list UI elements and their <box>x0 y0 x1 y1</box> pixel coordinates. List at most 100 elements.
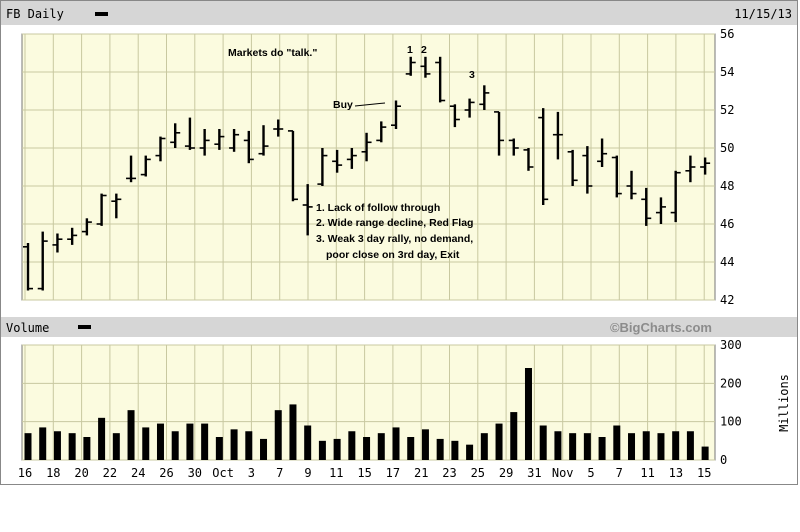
x-tick-label: 11 <box>329 466 343 480</box>
ohlc-bar <box>317 148 328 186</box>
note-line-2: 2. Wide range decline, Red Flag <box>316 217 473 229</box>
ohlc-bar <box>258 125 269 156</box>
volume-bar <box>53 431 61 460</box>
x-tick-label: 5 <box>587 466 594 480</box>
volume-bar <box>392 427 400 460</box>
price-bars <box>23 56 711 291</box>
volume-bar <box>451 440 459 460</box>
volume-y-tick: 100 <box>720 415 742 429</box>
volume-bar <box>304 425 312 460</box>
x-tick-label: 20 <box>74 466 88 480</box>
ohlc-bar <box>391 100 401 129</box>
ohlc-bar <box>405 56 416 76</box>
volume-bar <box>260 438 268 460</box>
volume-bar <box>274 410 282 460</box>
symbol-label: FB Daily <box>6 7 64 21</box>
ohlc-bar <box>184 117 195 150</box>
x-tick-label: 22 <box>103 466 117 480</box>
ohlc-bar <box>626 170 637 200</box>
ohlc-bar <box>479 85 490 110</box>
note-line-1: 1. Lack of follow through <box>316 202 440 214</box>
ohlc-bar <box>670 170 681 223</box>
volume-bar <box>201 423 209 460</box>
x-tick-label: 18 <box>46 466 60 480</box>
x-tick-label: 9 <box>304 466 311 480</box>
volume-bar <box>436 438 444 460</box>
volume-bar <box>642 431 650 460</box>
volume-bar <box>569 433 577 460</box>
volume-bar <box>230 429 238 460</box>
bigcharts-watermark: ©BigCharts.com <box>610 320 712 335</box>
ohlc-bar <box>81 218 92 236</box>
price-y-tick: 42 <box>720 293 734 307</box>
volume-label: Volume <box>6 321 49 335</box>
annotation-buy: Buy <box>333 99 353 111</box>
ohlc-bar <box>170 123 181 148</box>
price-y-tick: 50 <box>720 141 734 155</box>
ohlc-bar <box>597 138 608 167</box>
volume-bar <box>171 431 179 460</box>
annotation-marker-1: 1 <box>407 44 413 56</box>
x-tick-label: Nov <box>552 466 574 480</box>
ohlc-bar <box>287 130 298 202</box>
ohlc-bar <box>494 111 505 156</box>
ohlc-bar <box>611 155 622 198</box>
volume-bar <box>363 437 371 460</box>
ohlc-bar <box>523 148 534 171</box>
ohlc-bar <box>273 119 284 137</box>
volume-bar <box>24 433 32 460</box>
volume-bar <box>480 433 488 460</box>
price-y-tick: 54 <box>720 65 734 79</box>
note-line-4: poor close on 3rd day, Exit <box>326 249 460 261</box>
ohlc-bar <box>243 130 254 164</box>
volume-bar <box>127 410 135 460</box>
ohlc-bar <box>229 129 240 152</box>
volume-bar <box>628 433 636 460</box>
ohlc-bar <box>655 197 666 224</box>
volume-bar <box>186 423 194 460</box>
volume-bar <box>539 425 547 460</box>
x-tick-label: 3 <box>248 466 255 480</box>
volume-bar <box>421 429 429 460</box>
volume-bar <box>583 433 591 460</box>
ohlc-bar <box>67 227 78 245</box>
buy-arrow-line <box>354 102 386 107</box>
ohlc-bar <box>567 149 578 186</box>
ohlc-bar <box>449 104 460 128</box>
ohlc-bar <box>199 129 210 156</box>
volume-grid <box>22 344 715 461</box>
annotation-title: Markets do "talk." <box>228 47 317 59</box>
volume-bars <box>24 368 709 460</box>
x-tick-label: 25 <box>471 466 485 480</box>
volume-bar <box>613 425 621 460</box>
price-panel <box>21 33 716 301</box>
ohlc-bar <box>140 155 151 177</box>
volume-bar <box>510 412 518 460</box>
ohlc-bar <box>420 56 431 78</box>
x-tick-label: 11 <box>640 466 654 480</box>
ohlc-bar <box>96 193 107 226</box>
x-tick-label: 21 <box>414 466 428 480</box>
x-tick-label: 13 <box>669 466 683 480</box>
volume-bar <box>333 438 341 460</box>
x-tick-label: 24 <box>131 466 145 480</box>
x-tick-label: 15 <box>357 466 371 480</box>
volume-bar <box>112 433 120 460</box>
volume-bar <box>598 437 606 460</box>
volume-bar <box>524 368 532 460</box>
annotation-marker-2: 2 <box>421 44 427 56</box>
ohlc-bar <box>332 149 343 173</box>
x-tick-label: 15 <box>697 466 711 480</box>
x-tick-label: 23 <box>442 466 456 480</box>
ohlc-bar <box>582 146 593 194</box>
ohlc-bar <box>435 56 446 103</box>
header-date: 11/15/13 <box>734 7 792 21</box>
ohlc-bar <box>37 231 48 291</box>
price-header-bar <box>1 1 797 25</box>
ohlc-bar <box>508 138 519 156</box>
ohlc-bar <box>700 157 711 175</box>
legend-swatch-volume <box>78 325 91 329</box>
ohlc-bar <box>641 187 652 226</box>
price-y-tick: 46 <box>720 217 734 231</box>
